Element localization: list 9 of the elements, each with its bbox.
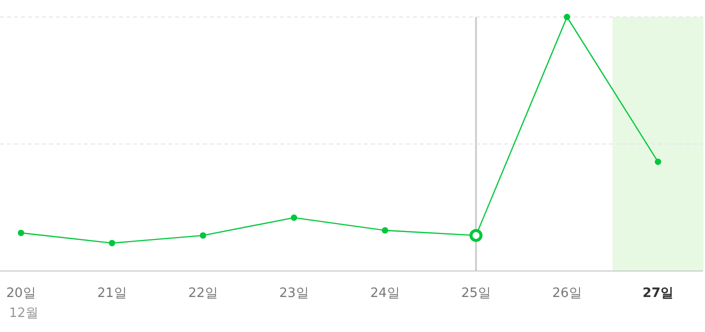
x-tick-label: 21일 [97, 286, 127, 301]
x-tick-label: 22일 [188, 286, 218, 301]
x-tick-label: 25일 [461, 286, 491, 301]
x-tick-label: 26일 [552, 286, 582, 301]
x-tick-label: 23일 [279, 286, 309, 301]
x-tick-label: 27일 [642, 286, 674, 301]
x-tick-label: 24일 [370, 286, 400, 301]
text: 12월 [9, 306, 39, 321]
x-tick-label: 20일 [6, 286, 36, 301]
